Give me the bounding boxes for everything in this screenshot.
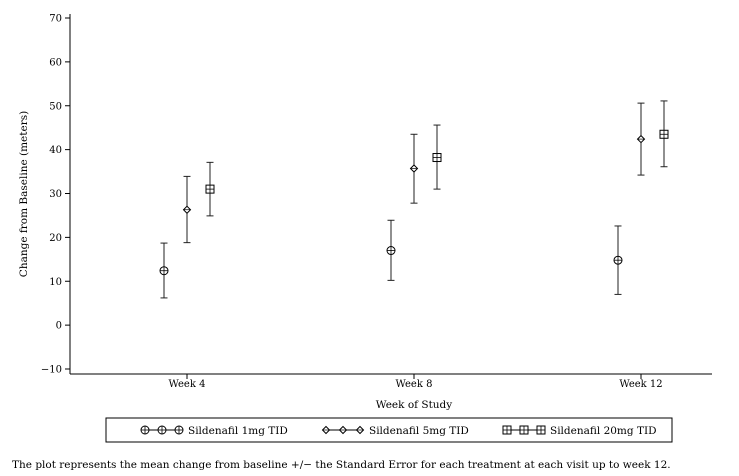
data-point bbox=[159, 266, 169, 276]
legend-item: Sildenafil 20mg TID bbox=[502, 425, 657, 437]
x-tick-label: Week 12 bbox=[619, 379, 662, 390]
legend-item: Sildenafil 5mg TID bbox=[321, 425, 469, 437]
y-tick-label: 30 bbox=[49, 189, 62, 200]
legend-label: Sildenafil 20mg TID bbox=[550, 425, 657, 437]
y-tick-label: 50 bbox=[49, 101, 62, 112]
figure-caption: The plot represents the mean change from… bbox=[12, 459, 671, 471]
legend-item: Sildenafil 1mg TID bbox=[140, 425, 288, 437]
legend-marker bbox=[140, 425, 150, 435]
legend-label: Sildenafil 5mg TID bbox=[369, 425, 469, 437]
legend-box bbox=[105, 417, 673, 443]
legend-marker bbox=[536, 425, 546, 435]
data-point bbox=[613, 255, 623, 265]
legend-marker bbox=[502, 425, 512, 435]
legend-marker bbox=[355, 425, 365, 435]
data-point bbox=[432, 153, 442, 163]
legend-marker bbox=[321, 425, 331, 435]
data-point bbox=[205, 184, 215, 194]
legend-marker bbox=[174, 425, 184, 435]
legend-marker bbox=[157, 425, 167, 435]
data-point bbox=[659, 129, 669, 139]
axes: −10 0 10 20 30 40 50 60 70 Week 4 Week 8 Week 12 Wee… bbox=[18, 14, 712, 411]
legend: Sildenafil 1mg TID Sildenafil 5mg TID Sild… bbox=[105, 417, 673, 443]
y-tick-label: 60 bbox=[49, 57, 62, 68]
data-point bbox=[182, 205, 192, 214]
data-marks bbox=[159, 100, 669, 299]
y-tick-label: −10 bbox=[41, 365, 62, 376]
y-tick-label: 40 bbox=[49, 145, 62, 156]
data-point bbox=[636, 134, 646, 144]
y-tick-label: 10 bbox=[49, 277, 62, 288]
legend-label: Sildenafil 1mg TID bbox=[188, 425, 288, 437]
legend-marker bbox=[519, 425, 529, 435]
data-point bbox=[409, 164, 419, 173]
y-axis-title: Change from Baseline (meters) bbox=[18, 111, 30, 277]
y-tick-label: 70 bbox=[49, 14, 62, 25]
x-tick-label: Week 4 bbox=[169, 379, 206, 390]
y-tick-label: 20 bbox=[49, 233, 62, 244]
y-tick-label: 0 bbox=[56, 321, 62, 332]
legend-marker bbox=[338, 425, 348, 435]
x-axis-title: Week of Study bbox=[376, 399, 453, 411]
data-point bbox=[386, 246, 396, 256]
x-tick-label: Week 8 bbox=[396, 379, 433, 390]
